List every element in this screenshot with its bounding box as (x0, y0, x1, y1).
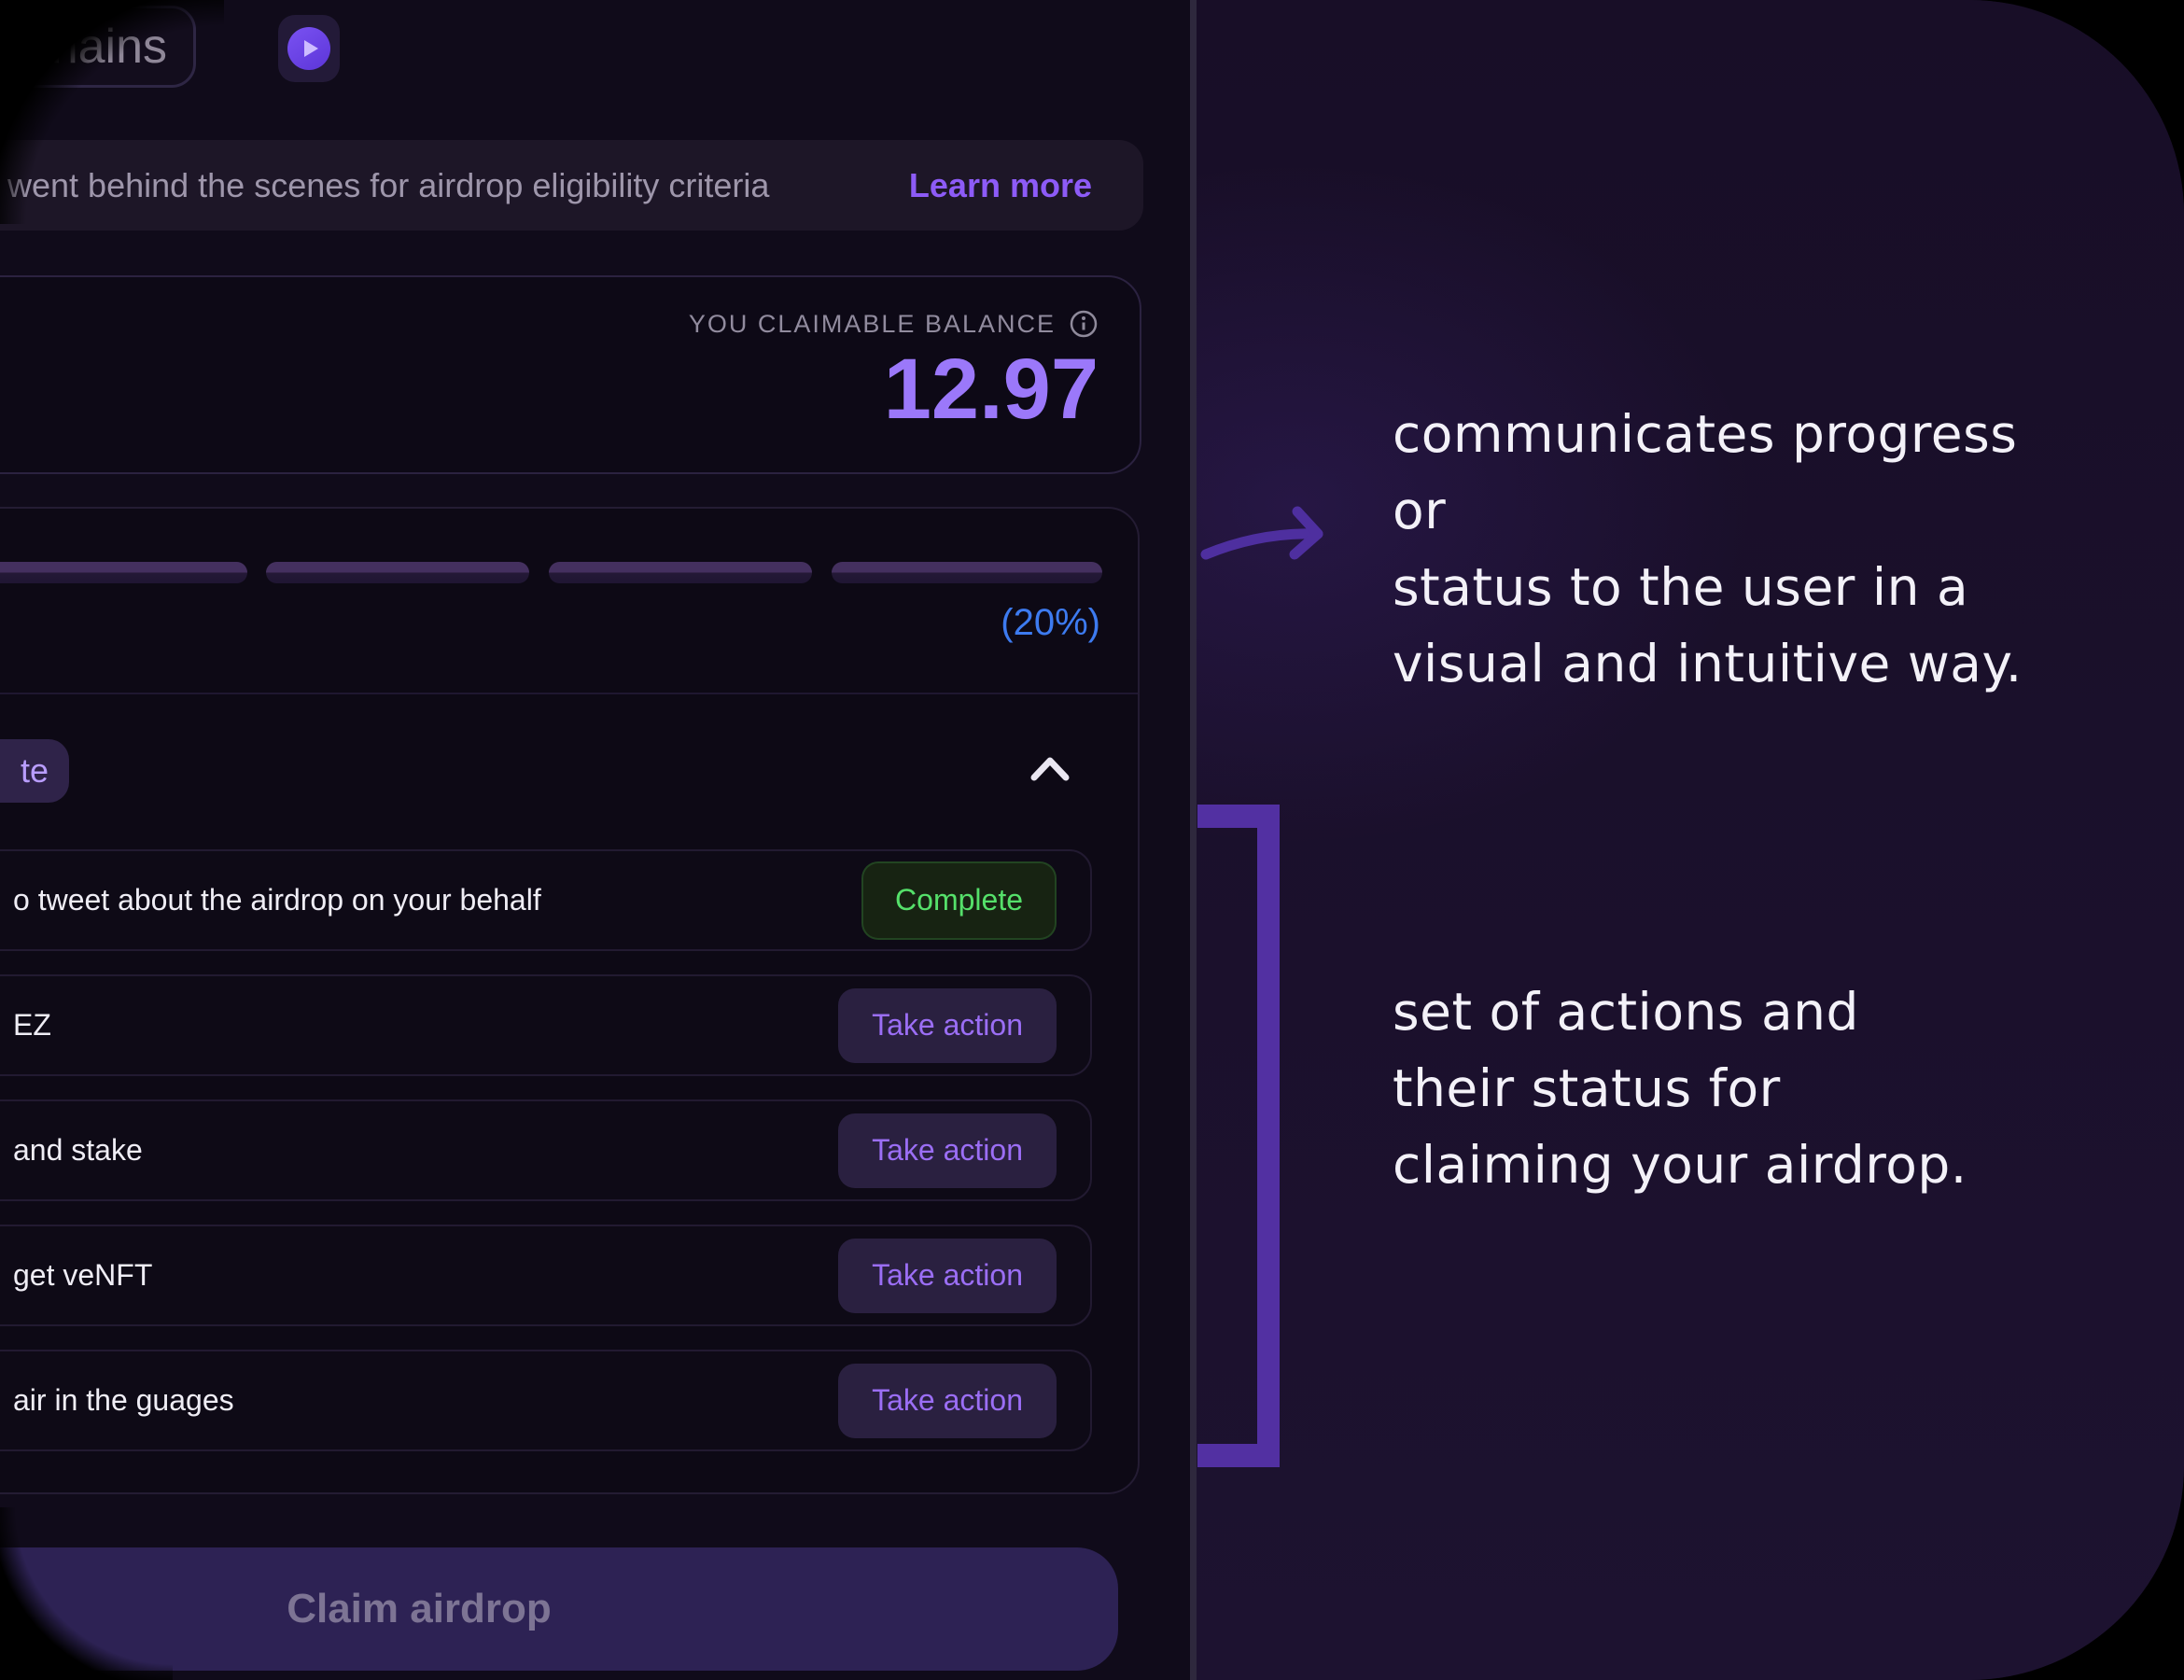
task-row: get veNFT Take action (0, 1225, 1092, 1326)
chevron-up-icon[interactable] (1029, 751, 1071, 792)
bracket-annotation (1197, 805, 1280, 1467)
task-label: and stake (13, 1133, 143, 1167)
balance-value: 12.97 (883, 342, 1099, 437)
claim-airdrop-button[interactable]: Claim airdrop (0, 1547, 1118, 1671)
divider (0, 693, 1138, 694)
annotation-line: visual and intuitive way. (1393, 634, 2023, 693)
task-row: o tweet about the airdrop on your behalf… (0, 849, 1092, 951)
annotation-line: claiming your airdrop. (1393, 1135, 1967, 1195)
play-button[interactable] (278, 15, 340, 82)
annotation-line: communicates progress or (1393, 404, 2018, 540)
progress-percent: (20%) (1001, 602, 1100, 643)
balance-label: YOU CLAIMABLE BALANCE (688, 309, 1056, 338)
annotation-line: status to the user in a (1393, 557, 1969, 617)
take-action-button[interactable]: Take action (838, 1113, 1057, 1188)
eligibility-banner: went behind the scenes for airdrop eligi… (0, 140, 1143, 231)
take-action-button[interactable]: Take action (838, 987, 1057, 1063)
task-label: o tweet about the airdrop on your behalf (13, 883, 541, 917)
banner-text: went behind the scenes for airdrop eligi… (7, 165, 770, 204)
take-action-button[interactable]: Take action (838, 1363, 1057, 1438)
progress-segment (266, 562, 529, 583)
info-icon[interactable] (1069, 309, 1099, 339)
tasks-filter-chip[interactable]: te (0, 739, 69, 803)
chains-chip-label: chains (26, 20, 167, 74)
progress-annotation: communicates progress or status to the u… (1393, 396, 2046, 702)
task-row: air in the guages Take action (0, 1350, 1092, 1451)
task-label: air in the guages (13, 1383, 234, 1417)
progress-segment (0, 562, 247, 583)
task-label: EZ (13, 1008, 51, 1042)
take-action-button[interactable]: Take action (838, 1238, 1057, 1313)
annotation-line: set of actions and (1393, 982, 1859, 1042)
panel-divider (1190, 0, 1197, 1680)
curved-arrow-icon (1200, 506, 1323, 560)
annotation-panel: communicates progress or status to the u… (1197, 0, 2184, 1680)
task-row: and stake Take action (0, 1099, 1092, 1201)
complete-badge-button[interactable]: Complete (861, 861, 1057, 940)
chains-chip[interactable]: chains (0, 6, 196, 88)
actions-annotation: set of actions and their status for clai… (1393, 973, 2046, 1203)
task-label: get veNFT (13, 1258, 153, 1292)
progress-segment (832, 562, 1102, 583)
progress-segment (549, 562, 812, 583)
claim-airdrop-label: Claim airdrop (287, 1586, 552, 1631)
airdrop-ui-screenshot: chains went behind the scenes for airdro… (0, 6, 1143, 1671)
play-icon (287, 27, 330, 70)
learn-more-link[interactable]: Learn more (908, 165, 1092, 204)
annotation-line: their status for (1393, 1058, 1781, 1118)
progress-and-tasks-card: (20%) te o tweet about the airdrop on yo… (0, 507, 1140, 1494)
tasks-filter-chip-label: te (20, 751, 49, 790)
claimable-balance-card: YOU CLAIMABLE BALANCE 12.97 (0, 275, 1141, 474)
task-row: EZ Take action (0, 974, 1092, 1076)
